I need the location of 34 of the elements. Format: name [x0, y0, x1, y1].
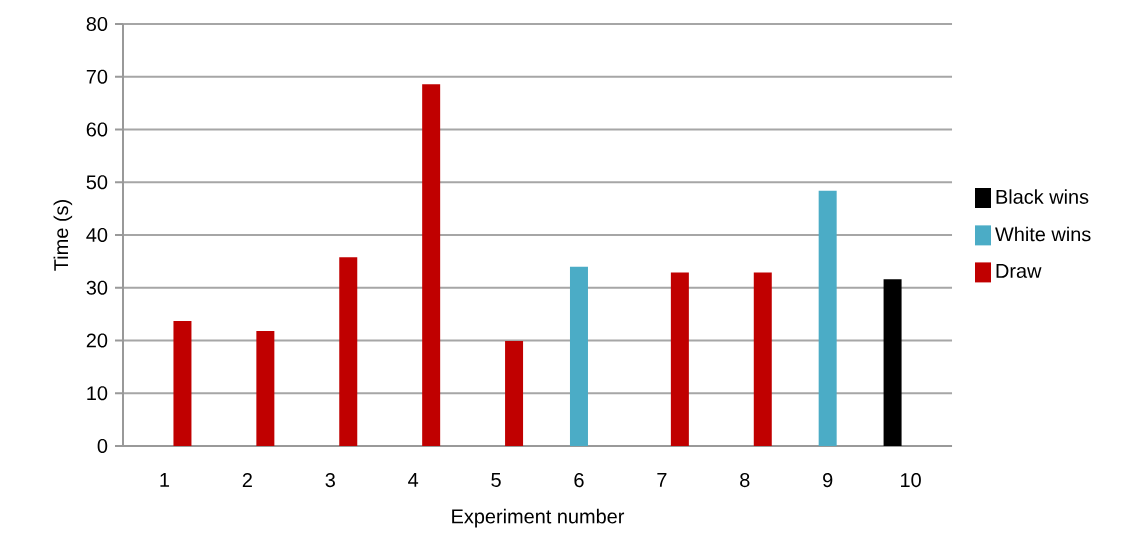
- y-tick-label: 20: [86, 333, 108, 348]
- x-tick-label: 4: [408, 473, 419, 487]
- bar: [256, 331, 275, 446]
- x-tick-label: 7: [657, 473, 667, 487]
- legend-label: Black wins: [996, 189, 1089, 204]
- y-tick-label: 10: [87, 386, 108, 401]
- y-tick-label: 50: [86, 175, 108, 190]
- bar: [670, 272, 689, 446]
- x-tick-label: 1: [160, 473, 170, 487]
- y-tick-label: 0: [97, 438, 108, 454]
- x-tick-label: 9: [823, 473, 833, 488]
- bar: [753, 272, 772, 446]
- x-tick-label: 5: [491, 473, 501, 487]
- bar: [569, 266, 588, 446]
- bar: [422, 84, 441, 446]
- legend-label: Draw: [996, 264, 1042, 278]
- bar: [505, 341, 524, 446]
- y-axis-title: Time (s): [53, 200, 73, 271]
- bar: [173, 320, 192, 446]
- x-tick-label: 2: [242, 473, 252, 487]
- y-tick-label: 30: [86, 280, 108, 295]
- bar: [818, 190, 837, 446]
- x-tick-label: 8: [740, 473, 750, 488]
- y-tick-label: 60: [86, 122, 108, 137]
- legend-label: White wins: [995, 226, 1091, 242]
- y-tick-label: 80: [86, 16, 108, 32]
- bar: [339, 257, 358, 446]
- x-axis-title: Experiment number: [452, 508, 625, 528]
- x-tick-label: 10: [901, 473, 921, 488]
- y-tick-label: 70: [86, 69, 108, 84]
- x-tick-label: 6: [574, 473, 584, 488]
- x-tick-label: 3: [325, 473, 335, 488]
- bar: [883, 279, 902, 446]
- y-tick-label: 40: [86, 227, 108, 243]
